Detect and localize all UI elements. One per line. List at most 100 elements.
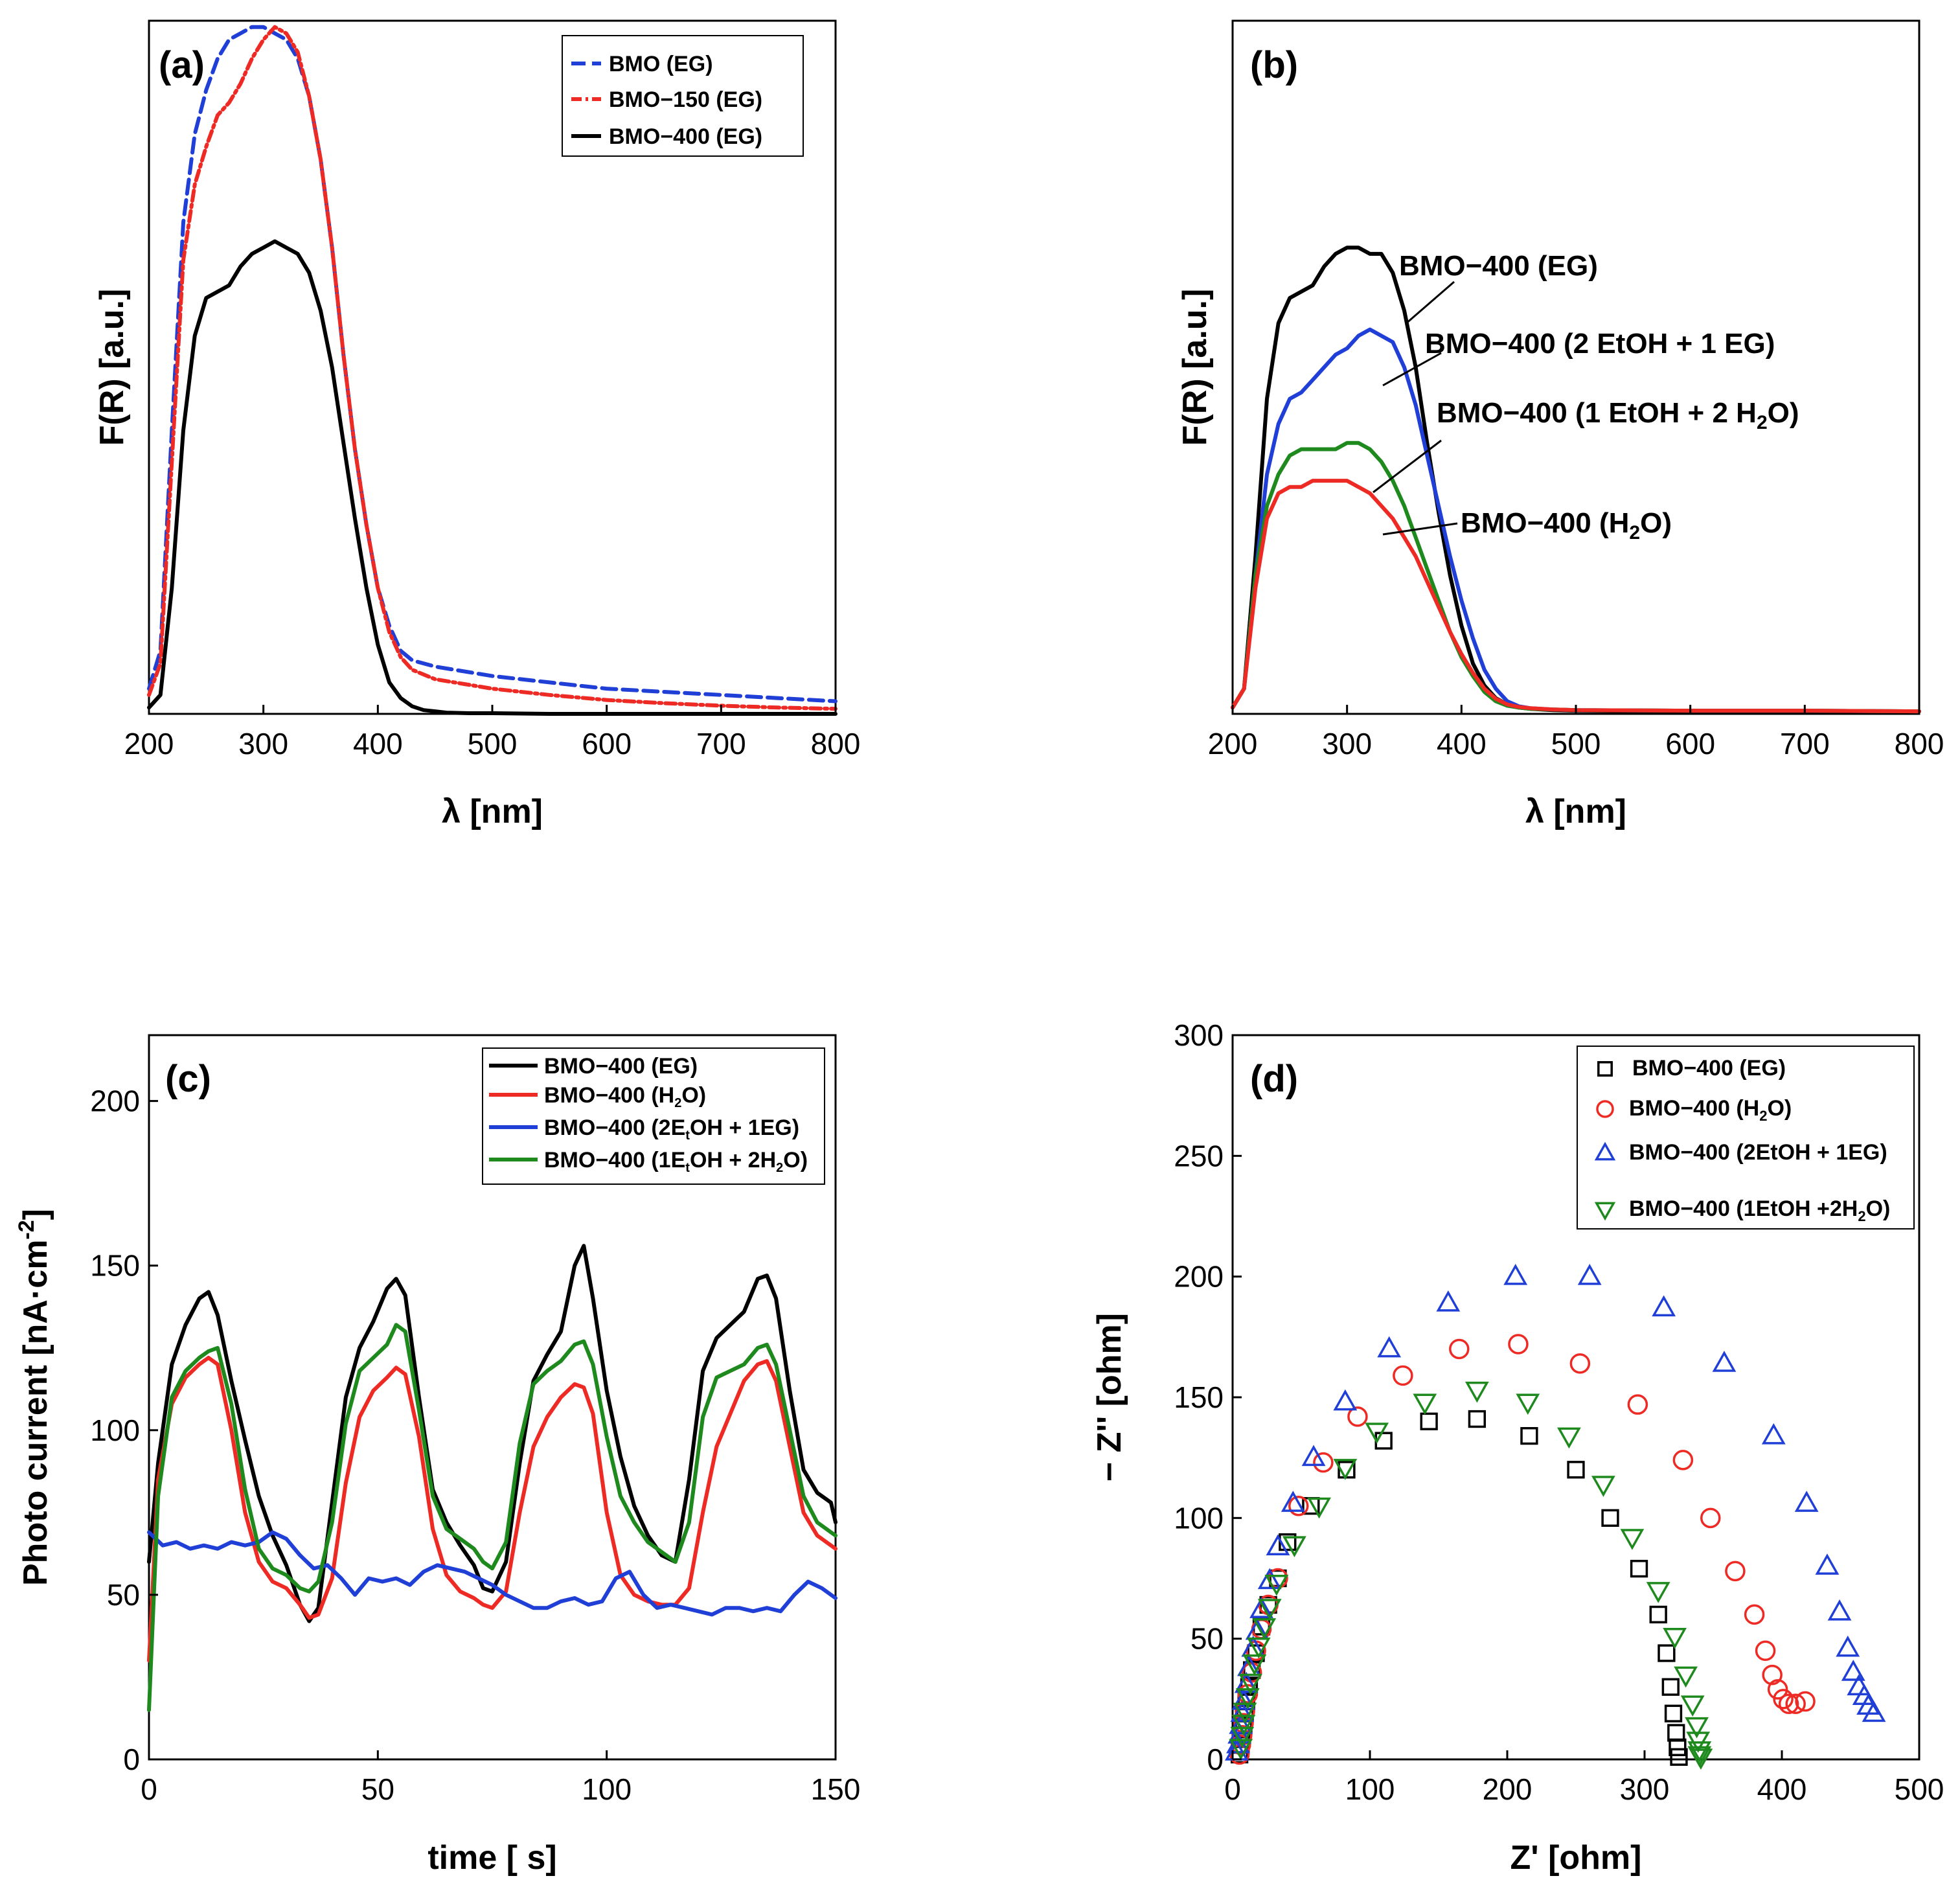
point-bmo-400-1etoh-2h2o (1246, 1637, 1271, 1659)
legend-c-label-h2o: BMO−400 (H2O) (544, 1083, 706, 1110)
panel-b-x-tick-label: 500 (1551, 727, 1601, 761)
point-bmo-400-h2o (1347, 1406, 1368, 1427)
annot-bmo-400-2etoh-1eg: BMO−400 (2 EtOH + 1 EG) (1425, 328, 1775, 360)
panel-d-y-ticks: 0 50 100 150 200 250 300 (1174, 1018, 1242, 1776)
panel-b-y-axis-label: F(R) [a.u.] (1176, 289, 1214, 446)
point-bmo-400-h2o (1288, 1495, 1309, 1516)
panel-d-x-axis-label: Z' [ohm] (1510, 1839, 1642, 1877)
panel-c-x-tick-label: 150 (811, 1772, 861, 1806)
annot-leader-2etoh-1eg (1382, 352, 1442, 387)
legend-d-label-2etoh-1eg: BMO−400 (2EtOH + 1EG) (1629, 1140, 1887, 1165)
panel-a-legend-box (562, 35, 804, 157)
point-bmo-400-h2o (1762, 1664, 1783, 1686)
annot-h2o-part3: O) (1640, 507, 1672, 539)
point-bmo-400-1etoh-2h2o (1413, 1393, 1437, 1415)
panel-a-legend: BMO (EG) BMO−150 (EG) BMO−400 (EG) (562, 35, 804, 157)
point-bmo-400-1etoh-2h2o (1663, 1627, 1687, 1649)
point-bmo-400-2etoh-1eg (1761, 1423, 1786, 1445)
annot-h2o-sub: 2 (1629, 522, 1640, 543)
point-bmo-400-eg (1520, 1426, 1538, 1445)
series-line-bmo-400-h2o (147, 1356, 838, 1663)
point-bmo-400-eg (1661, 1678, 1680, 1696)
panel-a-x-tick-label: 500 (468, 727, 518, 761)
point-bmo-400-1etoh-2h2o (1230, 1726, 1255, 1748)
legend-c-label-2etoh-1eg: BMO−400 (2EtOH + 1EG) (544, 1115, 799, 1143)
point-bmo-400-2etoh-1eg (1815, 1553, 1840, 1575)
panel-d-markers (1224, 1264, 1886, 1770)
panel-b-x-tick-label: 700 (1780, 727, 1830, 761)
panel-b-x-tick-label: 800 (1895, 727, 1944, 761)
annot-bmo-400-1etoh-2h2o: BMO−400 (1 EtOH + 2 H2O) (1437, 397, 1799, 433)
point-bmo-400-2etoh-1eg (1230, 1700, 1255, 1722)
panel-d-x-tick-label: 200 (1483, 1772, 1533, 1806)
point-bmo-400-h2o (1778, 1693, 1799, 1715)
legend-d-label-eg: BMO−400 (EG) (1632, 1056, 1786, 1081)
legend-marker-bmo-400-1etoh-2h2o (1594, 1202, 1616, 1221)
point-bmo-400-eg (1670, 1748, 1688, 1766)
legend-c-2etoh-sub: t (685, 1128, 690, 1143)
panel-a-spectra: 200 300 400 500 600 700 800 (a) λ [nm] F(R) [a… (93, 19, 860, 830)
point-bmo-400-2etoh-1eg (1652, 1295, 1676, 1317)
point-bmo-400-1etoh-2h2o (1257, 1599, 1282, 1620)
panel-c-x-axis-label: time [ s] (427, 1839, 556, 1877)
panel-b-x-axis-label: λ [nm] (1525, 793, 1626, 830)
point-bmo-400-2etoh-1eg (1712, 1351, 1737, 1372)
panel-d-label: (d) (1250, 1058, 1298, 1100)
panel-d-y-tick-label: 150 (1174, 1380, 1224, 1414)
legend-c-label-eg: BMO−400 (EG) (544, 1054, 698, 1079)
point-bmo-400-2etoh-1eg (1231, 1688, 1256, 1710)
point-bmo-400-h2o (1449, 1338, 1470, 1360)
point-bmo-400-h2o (1725, 1561, 1746, 1582)
legend-marker-bmo-400-h2o (1596, 1100, 1614, 1118)
point-bmo-400-1etoh-2h2o (1689, 1748, 1713, 1770)
panel-c-y-label-end: ] (17, 1209, 54, 1220)
series-line-bmo-400-1etoh-2h2o (147, 1323, 838, 1712)
point-bmo-400-eg (1649, 1605, 1667, 1624)
annot-bmo-400-eg: BMO−400 (EG) (1399, 250, 1598, 282)
panel-b-x-tick-label: 600 (1665, 727, 1715, 761)
point-bmo-400-1etoh-2h2o (1252, 1618, 1277, 1640)
panel-a-y-axis-label: F(R) [a.u.] (93, 289, 131, 446)
panel-c-y-tick-label: 200 (90, 1084, 140, 1118)
point-bmo-400-h2o (1755, 1640, 1776, 1662)
point-bmo-400-1etoh-2h2o (1365, 1423, 1389, 1444)
point-bmo-400-2etoh-1eg (1836, 1635, 1860, 1657)
point-bmo-400-h2o (1795, 1691, 1816, 1712)
panel-b-spectra: 200 300 400 500 600 700 800 (b) λ [nm] F(R) [a… (1176, 19, 1944, 830)
annot-bmo-400-h2o: BMO−400 (H2O) (1461, 507, 1672, 543)
point-bmo-400-2etoh-1eg (1333, 1389, 1358, 1411)
panel-c-y-tick-label: 100 (90, 1413, 140, 1447)
point-bmo-400-2etoh-1eg (1794, 1491, 1819, 1512)
panel-d-x-tick-label: 500 (1895, 1772, 1944, 1806)
legend-c-1etoh-part5: O) (783, 1148, 808, 1172)
annot-leader-h2o (1382, 522, 1458, 536)
point-bmo-400-1etoh-2h2o (1557, 1427, 1581, 1449)
annot-1etoh-2h2o-sub: 2 (1757, 412, 1768, 433)
annot-leader-eg (1405, 280, 1455, 325)
point-bmo-400-2etoh-1eg (1281, 1491, 1305, 1512)
panel-c-y-tick-label: 50 (107, 1578, 140, 1612)
panel-d-x-tick-label: 400 (1757, 1772, 1807, 1806)
point-bmo-400-1etoh-2h2o (1307, 1497, 1331, 1519)
annot-1etoh-2h2o-part1: BMO−400 (1 EtOH + 2 H (1437, 397, 1757, 429)
legend-c-1etoh-part1: BMO−400 (1E (544, 1148, 685, 1172)
point-bmo-400-2etoh-1eg (1249, 1597, 1273, 1618)
panel-c-x-tick-label: 100 (582, 1772, 632, 1806)
legend-d-label-1etoh-2h2o: BMO−400 (1EtOH +2H2O) (1629, 1196, 1890, 1224)
panel-a-x-tick-label: 300 (238, 727, 288, 761)
point-bmo-400-1etoh-2h2o (1685, 1717, 1709, 1739)
legend-d-h2o-part3: O) (1767, 1096, 1792, 1121)
point-bmo-400-1etoh-2h2o (1516, 1393, 1540, 1415)
panel-c-x-tick-label: 50 (361, 1772, 394, 1806)
panel-b-curves (1231, 246, 1921, 714)
panel-b-label: (b) (1250, 44, 1298, 86)
legend-c-2etoh-part3: OH + 1EG) (690, 1115, 799, 1140)
point-bmo-400-h2o (1569, 1353, 1591, 1374)
panel-a-curves (147, 25, 838, 716)
legend-c-h2o-part3: O) (681, 1083, 706, 1108)
point-bmo-400-2etoh-1eg (1503, 1264, 1528, 1285)
panel-d-legend-markers (1594, 1061, 1616, 1221)
point-bmo-400-1etoh-2h2o (1674, 1666, 1698, 1688)
legend-marker-bmo-400-eg (1597, 1061, 1613, 1077)
